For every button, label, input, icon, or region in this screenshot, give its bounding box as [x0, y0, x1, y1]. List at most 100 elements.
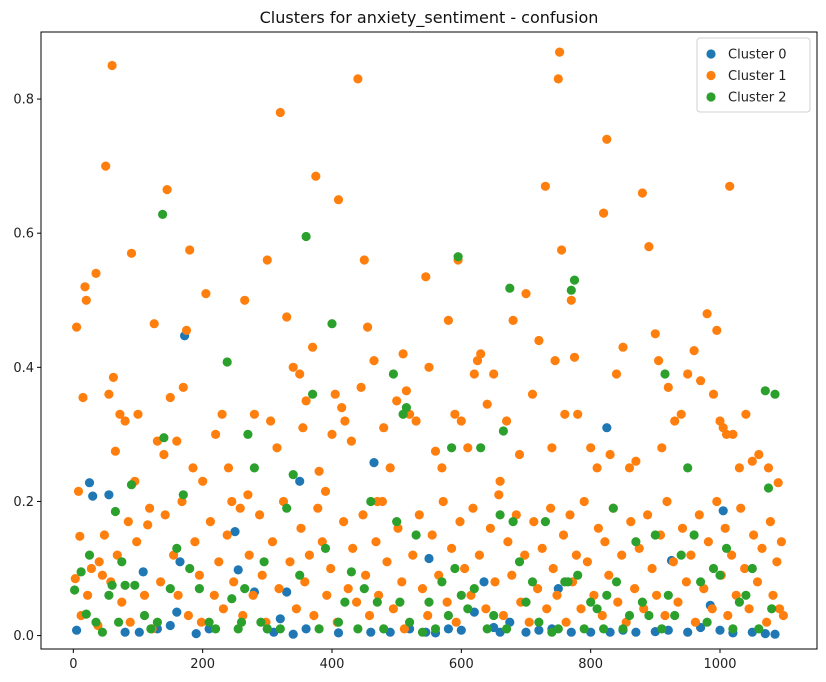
data-point: [272, 443, 282, 453]
data-point: [663, 590, 673, 600]
data-point: [683, 627, 693, 637]
data-point: [108, 372, 118, 382]
data-point: [388, 369, 398, 379]
data-point: [637, 188, 648, 198]
data-point: [602, 134, 612, 144]
data-point: [702, 617, 712, 627]
data-point: [112, 550, 122, 560]
data-point: [218, 604, 228, 614]
data-point: [424, 362, 434, 372]
data-point: [599, 624, 609, 634]
data-point: [768, 590, 778, 600]
data-point: [605, 449, 615, 460]
data-point: [676, 550, 686, 560]
data-point: [165, 620, 175, 631]
data-point: [447, 443, 457, 453]
data-point: [592, 604, 602, 614]
data-point: [244, 550, 254, 560]
data-point: [288, 362, 298, 372]
data-point: [236, 617, 247, 627]
data-point: [754, 449, 764, 460]
data-point: [767, 604, 777, 614]
y-tick-label: 0.6: [13, 227, 34, 242]
data-point: [770, 629, 780, 639]
data-point: [83, 590, 93, 600]
data-point: [694, 510, 704, 520]
data-point: [275, 624, 285, 634]
data-point: [662, 496, 672, 507]
data-point: [308, 342, 318, 352]
data-point: [205, 517, 215, 527]
data-point: [689, 346, 699, 356]
data-point: [453, 252, 463, 262]
data-point: [660, 610, 670, 621]
data-point: [643, 510, 653, 520]
data-point: [703, 537, 714, 547]
data-point: [235, 503, 245, 513]
data-point: [298, 423, 308, 433]
data-point: [721, 543, 732, 554]
data-point: [72, 625, 82, 635]
data-point: [533, 584, 543, 594]
data-point: [495, 510, 505, 520]
legend: Cluster 0 Cluster 1 Cluster 2: [696, 37, 811, 113]
data-point: [611, 369, 622, 379]
legend-label: Cluster 1: [728, 69, 787, 84]
data-point: [498, 426, 508, 436]
data-point: [762, 617, 772, 627]
data-point: [156, 577, 166, 587]
data-point: [527, 389, 538, 399]
data-point: [757, 543, 767, 554]
series-cluster-2: [70, 209, 780, 637]
data-point: [190, 537, 200, 547]
legend-label: Cluster 0: [728, 48, 787, 63]
data-point: [456, 416, 466, 426]
data-point: [288, 629, 298, 639]
data-point: [81, 609, 91, 619]
data-point: [172, 543, 182, 554]
data-point: [371, 537, 381, 547]
data-point: [521, 597, 531, 607]
data-point: [120, 580, 130, 590]
data-point: [650, 329, 660, 339]
data-point: [296, 523, 306, 533]
data-point: [84, 550, 95, 560]
data-point: [618, 342, 628, 352]
data-point: [611, 577, 622, 587]
data-point: [333, 195, 344, 205]
data-point: [107, 60, 117, 71]
data-point: [670, 416, 680, 426]
legend-label: Cluster 2: [728, 91, 787, 106]
data-point: [326, 563, 336, 574]
data-point: [712, 325, 722, 335]
data-point: [482, 624, 492, 634]
data-point: [165, 584, 175, 594]
data-point: [417, 627, 428, 637]
data-point: [301, 624, 311, 634]
data-point: [542, 604, 552, 614]
data-point: [489, 610, 499, 621]
data-point: [696, 577, 706, 587]
data-point: [366, 627, 376, 637]
data-point: [563, 577, 573, 587]
data-point: [134, 627, 144, 637]
data-point: [707, 604, 717, 614]
data-point: [721, 429, 732, 439]
data-point: [75, 531, 85, 541]
data-point: [618, 624, 628, 634]
data-point: [482, 399, 492, 409]
data-point: [650, 530, 660, 540]
data-point: [70, 574, 80, 584]
data-point: [617, 550, 627, 560]
data-point: [101, 161, 111, 171]
data-point: [240, 584, 250, 594]
data-point: [763, 483, 774, 493]
data-point: [185, 563, 195, 574]
data-point: [586, 443, 596, 453]
data-point: [104, 490, 114, 500]
data-point: [172, 607, 182, 617]
y-tick-label: 0.4: [13, 361, 34, 376]
data-point: [443, 315, 453, 325]
data-point: [361, 570, 371, 580]
